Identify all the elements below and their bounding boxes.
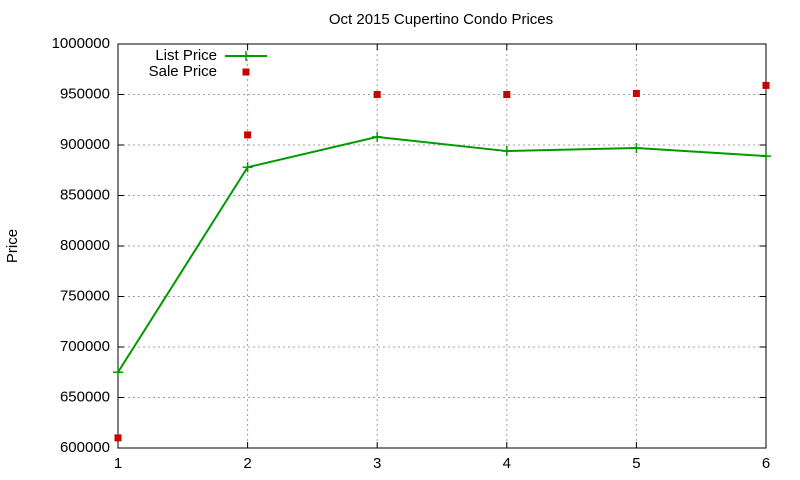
point: [372, 131, 383, 142]
legend-marker: [241, 51, 251, 61]
y-tick-label: 650000: [60, 388, 110, 405]
x-tick-label: 4: [503, 455, 511, 472]
point: [373, 91, 381, 98]
point: [501, 146, 512, 157]
y-tick-label: 600000: [60, 439, 110, 456]
y-tick-label: 900000: [60, 136, 110, 153]
x-tick-label: 3: [373, 455, 381, 472]
plot-frame: [117, 43, 767, 449]
chart-title: Oct 2015 Cupertino Condo Prices: [329, 11, 553, 28]
point: [244, 131, 252, 139]
y-tick-label: 1000000: [52, 35, 110, 52]
legend-marker: [242, 68, 250, 76]
point: [114, 434, 122, 442]
point: [762, 81, 770, 89]
point: [761, 151, 771, 162]
x-tick-label: 5: [632, 455, 640, 472]
legend-label: List Price: [155, 47, 217, 64]
y-tick-label: 950000: [60, 85, 110, 102]
point: [113, 367, 123, 378]
point: [242, 162, 253, 173]
point: [503, 91, 511, 98]
point: [632, 89, 640, 97]
x-tick-label: 6: [762, 455, 770, 472]
line: [117, 135, 767, 373]
x-tick-label: 1: [114, 455, 122, 472]
x-tick-label: 2: [243, 455, 251, 472]
legend-label: Sale Price: [149, 63, 217, 80]
y-tick-label: 750000: [60, 287, 110, 304]
y-tick-label: 700000: [60, 338, 110, 355]
y-axis-label: Price: [4, 229, 21, 263]
y-tick-label: 850000: [60, 186, 110, 203]
y-tick-label: 800000: [60, 237, 110, 254]
point: [631, 143, 642, 154]
